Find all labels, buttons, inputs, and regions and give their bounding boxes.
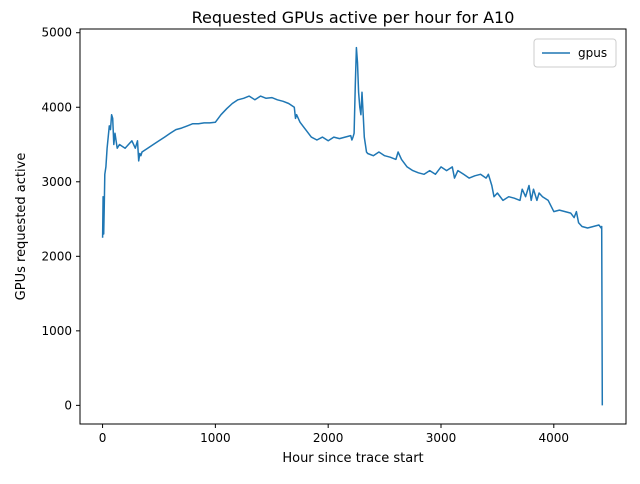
legend-box xyxy=(533,38,617,68)
y-axis: 0 1000 2000 3000 4000 5000 xyxy=(41,26,80,412)
y-tick-label: 1000 xyxy=(41,324,72,338)
series-line-gpus xyxy=(101,46,604,406)
y-tick-label: 2000 xyxy=(41,249,72,263)
legend-label: gpus xyxy=(578,46,607,60)
y-tick-label: 5000 xyxy=(41,26,72,40)
x-tick-label: 1000 xyxy=(200,431,231,445)
x-tick-label: 2000 xyxy=(313,431,344,445)
legend: gpus xyxy=(533,38,617,68)
plot-area xyxy=(101,46,604,406)
axes-frame xyxy=(79,28,627,425)
x-axis-label: Hour since trace start xyxy=(282,451,423,466)
y-axis-label: GPUs requested active xyxy=(14,153,29,301)
y-tick-label: 3000 xyxy=(41,175,72,189)
x-tick-label: 4000 xyxy=(539,431,570,445)
x-tick-label: 3000 xyxy=(426,431,457,445)
y-tick-label: 0 xyxy=(64,398,72,412)
x-tick-label: 0 xyxy=(99,431,107,445)
chart-title: Requested GPUs active per hour for A10 xyxy=(192,8,515,27)
x-axis: 0 1000 2000 3000 4000 xyxy=(99,424,569,445)
y-tick-label: 4000 xyxy=(41,100,72,114)
